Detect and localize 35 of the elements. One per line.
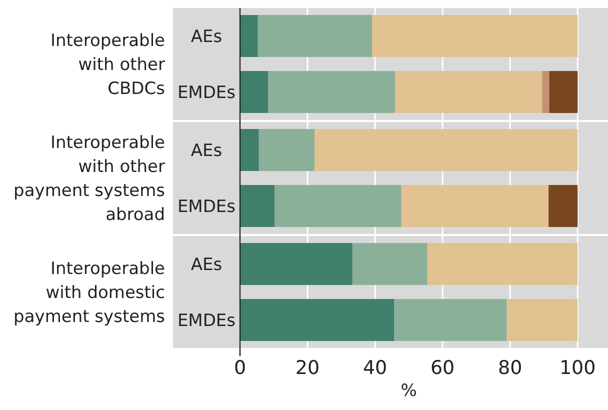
x-tick-label: 100 bbox=[559, 357, 596, 379]
y-tick-label: AEs bbox=[190, 26, 222, 47]
bar bbox=[548, 185, 578, 227]
bar bbox=[549, 71, 578, 113]
bar bbox=[258, 129, 315, 171]
y-tick-label: EMDEs bbox=[177, 310, 236, 331]
bar bbox=[240, 185, 275, 227]
y-tick-label: AEs bbox=[190, 140, 222, 161]
bar bbox=[506, 299, 578, 341]
bar bbox=[314, 129, 578, 171]
y-tick-label: EMDEs bbox=[177, 196, 236, 217]
x-tick-label: 40 bbox=[362, 357, 388, 379]
bar bbox=[268, 71, 395, 113]
x-tick-label: 0 bbox=[234, 357, 246, 379]
bar bbox=[372, 15, 578, 57]
bar bbox=[394, 299, 507, 341]
bar bbox=[352, 243, 428, 285]
y-tick-label: AEs bbox=[190, 254, 222, 275]
text: Interoperable with domestic payment systems bbox=[14, 258, 166, 327]
y-tick-label: EMDEs bbox=[177, 82, 236, 103]
bar bbox=[542, 71, 550, 113]
x-axis-title: % bbox=[400, 381, 417, 401]
bar bbox=[401, 185, 549, 227]
bar bbox=[258, 15, 372, 57]
bar bbox=[240, 15, 258, 57]
text: Interoperable with other payment systems abroad bbox=[14, 132, 166, 225]
bar bbox=[427, 243, 578, 285]
x-tick-label: 20 bbox=[295, 357, 320, 379]
x-tick-label: 80 bbox=[498, 357, 522, 379]
bar bbox=[274, 185, 402, 227]
bar bbox=[240, 129, 259, 171]
bar bbox=[394, 71, 542, 113]
text: Interoperable with other CBDCs bbox=[50, 30, 166, 99]
x-tick-label: 60 bbox=[430, 357, 455, 379]
bar bbox=[240, 71, 268, 113]
